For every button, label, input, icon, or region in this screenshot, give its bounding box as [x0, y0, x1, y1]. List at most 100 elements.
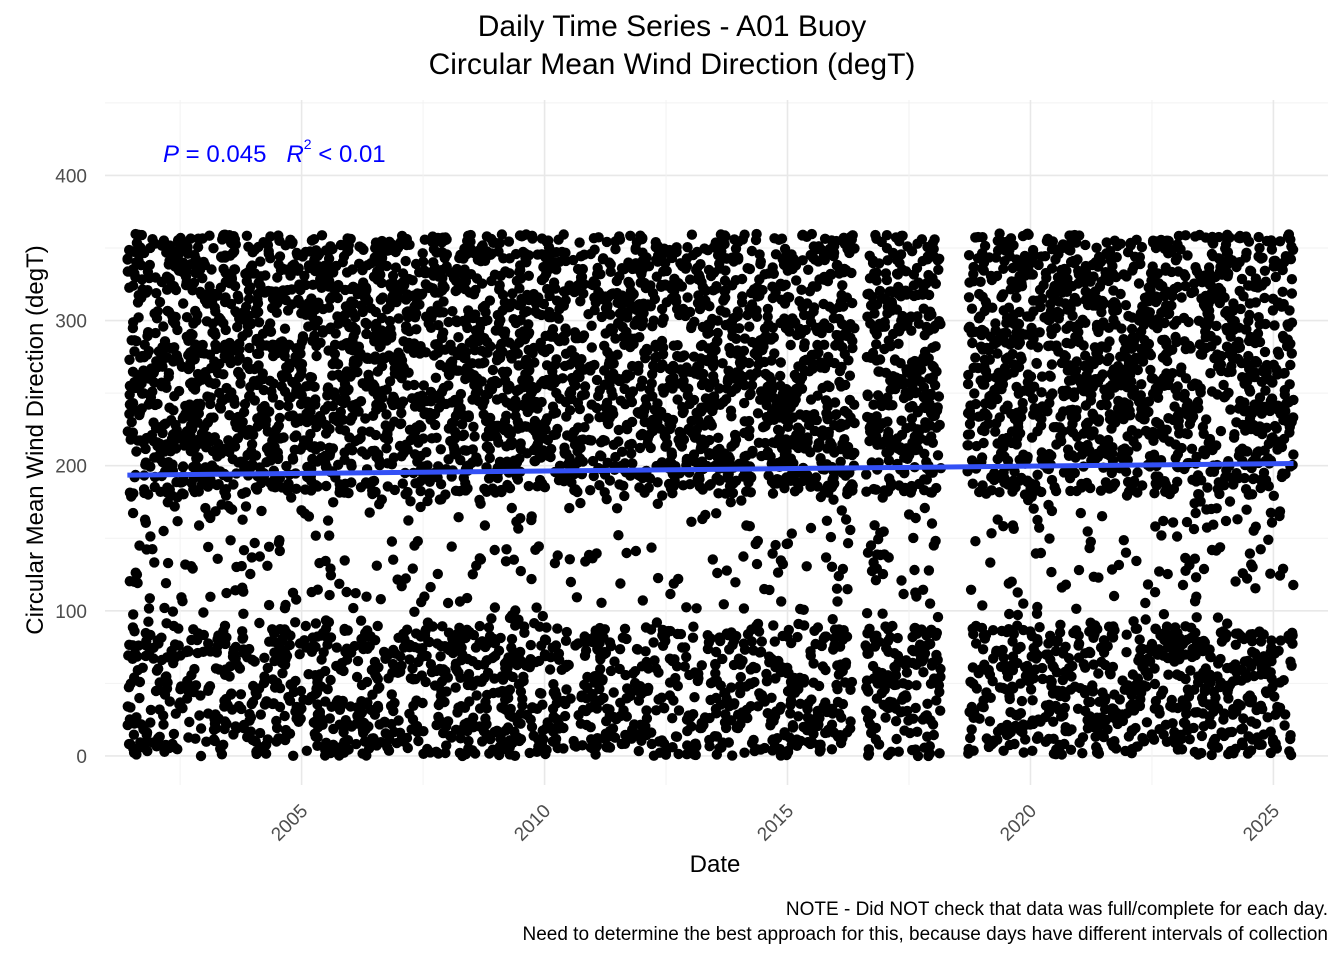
data-point: [1018, 598, 1029, 609]
data-point: [346, 461, 357, 472]
data-point: [300, 620, 311, 632]
data-point: [895, 442, 906, 453]
data-point: [570, 640, 581, 651]
data-point: [1080, 239, 1091, 251]
data-point: [161, 683, 173, 694]
data-point: [230, 585, 241, 596]
data-point: [770, 539, 781, 551]
data-point: [143, 616, 154, 627]
data-point: [274, 251, 286, 262]
data-point: [832, 684, 843, 695]
data-point: [825, 531, 837, 543]
data-point: [911, 680, 922, 691]
data-point: [520, 354, 532, 366]
data-point: [671, 242, 682, 253]
data-point: [315, 337, 326, 348]
data-point: [1025, 684, 1037, 695]
data-point: [1238, 713, 1249, 724]
data-point: [725, 347, 736, 359]
data-point: [994, 487, 1005, 498]
data-point: [579, 631, 590, 642]
data-point: [635, 430, 646, 441]
data-point: [271, 715, 282, 727]
data-point: [805, 650, 816, 661]
data-point: [189, 663, 200, 675]
data-point: [1035, 547, 1047, 559]
data-point: [507, 288, 518, 299]
data-point: [500, 556, 512, 567]
data-point: [144, 593, 155, 604]
data-point: [1004, 608, 1015, 620]
data-point: [386, 536, 398, 547]
data-point: [478, 409, 489, 420]
data-point: [459, 445, 470, 456]
data-point: [308, 717, 319, 728]
data-point: [933, 264, 944, 275]
data-point: [348, 281, 359, 292]
data-point: [128, 609, 139, 620]
data-point: [435, 651, 446, 662]
y-tick-label: 200: [55, 457, 87, 478]
data-point: [496, 702, 507, 713]
data-point: [395, 418, 406, 430]
data-point: [621, 547, 632, 559]
data-point: [266, 302, 278, 314]
data-point: [534, 420, 546, 432]
data-point: [573, 710, 584, 721]
data-point: [1189, 596, 1201, 607]
data-point: [1091, 242, 1102, 253]
data-point: [462, 653, 473, 665]
data-point: [237, 488, 248, 499]
data-point: [998, 652, 1009, 663]
data-point: [626, 448, 637, 459]
data-point: [812, 339, 823, 351]
data-point: [750, 662, 761, 674]
data-point: [569, 740, 580, 751]
data-point: [1008, 523, 1019, 534]
data-point: [242, 356, 253, 368]
data-point: [526, 573, 537, 585]
data-point: [893, 746, 904, 757]
data-point: [339, 555, 350, 566]
data-point: [443, 627, 455, 638]
data-point: [977, 644, 989, 655]
data-point: [1067, 660, 1078, 672]
data-point: [430, 372, 442, 383]
data-point: [263, 541, 275, 552]
data-point: [925, 678, 937, 689]
data-point: [1260, 276, 1272, 287]
data-point: [429, 262, 441, 273]
data-point: [1154, 566, 1165, 577]
data-point: [989, 467, 1000, 479]
data-point: [221, 632, 232, 643]
data-point: [873, 366, 884, 377]
data-point: [1127, 698, 1138, 710]
data-point: [1198, 428, 1209, 439]
data-point: [305, 428, 316, 440]
data-point: [371, 560, 382, 571]
data-point: [615, 578, 626, 589]
data-point: [145, 242, 156, 254]
data-point: [1103, 621, 1115, 632]
data-point: [1108, 590, 1120, 602]
data-point: [255, 256, 266, 267]
data-point: [967, 662, 979, 673]
data-point: [482, 441, 494, 452]
data-point: [730, 577, 741, 588]
data-point: [463, 735, 474, 747]
data-point: [446, 541, 457, 552]
data-point: [842, 584, 853, 595]
data-point: [398, 362, 409, 374]
data-point: [963, 292, 975, 303]
data-point: [686, 415, 697, 427]
data-point: [300, 279, 311, 291]
data-point: [934, 748, 945, 759]
data-point: [935, 671, 946, 683]
data-point: [762, 311, 773, 322]
data-point: [765, 720, 776, 731]
data-point: [279, 710, 290, 722]
data-point: [652, 477, 663, 488]
data-point: [1056, 436, 1067, 447]
data-point: [622, 683, 633, 694]
data-point: [1008, 240, 1019, 251]
